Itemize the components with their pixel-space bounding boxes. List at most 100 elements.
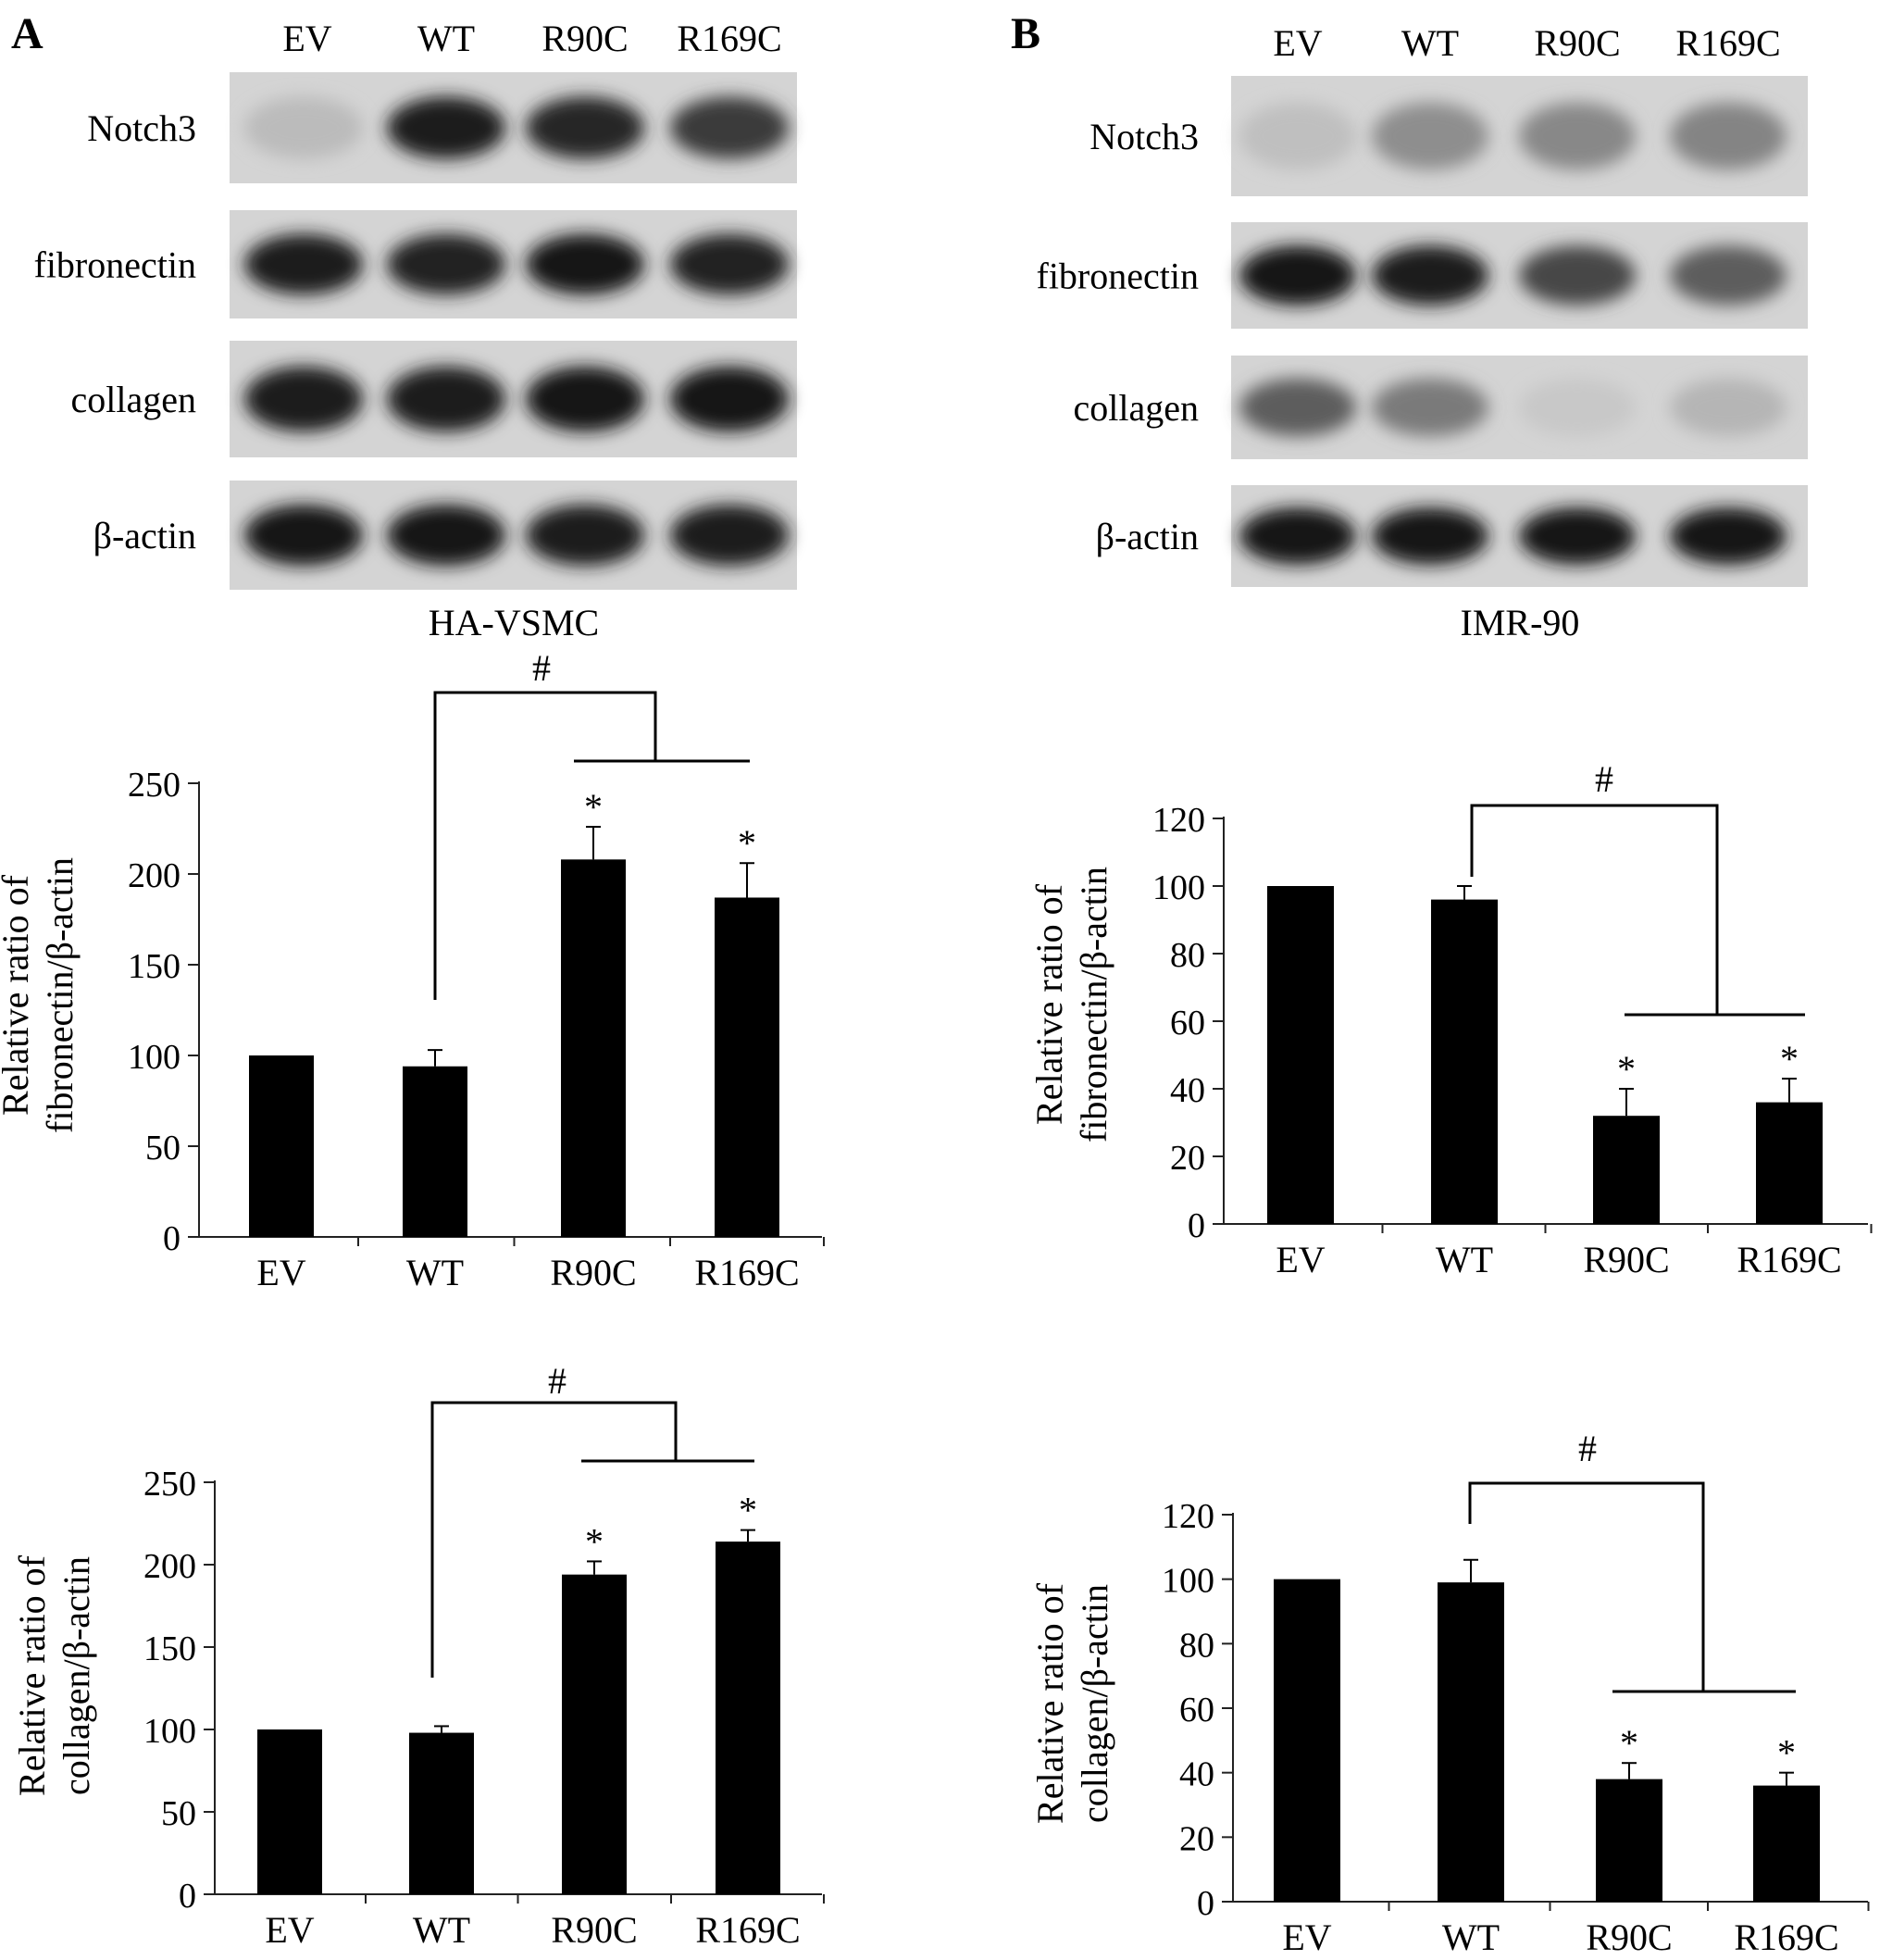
- x-tick-label: WT: [406, 1252, 464, 1293]
- y-tick-label: 80: [1179, 1626, 1214, 1665]
- blot-band: [526, 366, 644, 432]
- panel-a-lane-r90c: R90C: [542, 18, 628, 59]
- y-axis-label: collagen/β-actin: [1074, 1584, 1115, 1823]
- x-tick-label: WT: [413, 1909, 470, 1951]
- significance-star: *: [739, 1490, 757, 1531]
- blot-label: collagen: [1074, 387, 1200, 429]
- panel-b-lane-r169c: R169C: [1675, 22, 1780, 64]
- bar: [1593, 1116, 1660, 1224]
- y-tick-label: 0: [179, 1877, 196, 1916]
- y-tick-label: 60: [1170, 1004, 1205, 1042]
- y-tick-label: 120: [1152, 801, 1205, 840]
- y-axis-label: fibronectin/β-actin: [39, 857, 81, 1133]
- y-tick-label: 40: [1179, 1755, 1214, 1794]
- blot-band: [1519, 507, 1636, 565]
- y-axis-label: Relative ratio of: [0, 874, 36, 1116]
- x-tick-label: R169C: [695, 1909, 800, 1951]
- x-tick-label: EV: [265, 1909, 314, 1951]
- x-tick-label: EV: [1282, 1916, 1331, 1958]
- comparison-hash: #: [1578, 1428, 1597, 1469]
- panel-b: B EV WT R90C R169C Notch3 fibronectin coll…: [1011, 9, 1808, 643]
- chart-a-collagen: 0 50 100 150 200 250 EV WT * R90C * R169C Relative r…: [11, 1360, 825, 1951]
- panel-a-blots: Notch3 fibronectin collagen β-actin: [34, 72, 797, 590]
- significance-star: *: [1620, 1722, 1638, 1764]
- chart-a-fibronectin: 0 50 100 150 200 250 EV WT * R90C * R169C Relative r…: [0, 647, 825, 1293]
- panel-a-lane-wt: WT: [417, 18, 475, 59]
- panel-b-letter: B: [1011, 9, 1040, 58]
- x-tick-label: WT: [1436, 1239, 1493, 1280]
- panel-b-lane-wt: WT: [1401, 22, 1459, 64]
- bar: [403, 1066, 467, 1237]
- x-tick-label: R169C: [1737, 1239, 1841, 1280]
- significance-star: *: [585, 1520, 604, 1562]
- panel-b-lane-r90c: R90C: [1534, 22, 1620, 64]
- blot-band: [1372, 102, 1488, 170]
- x-tick-label: R169C: [1734, 1916, 1838, 1958]
- blot-band: [670, 504, 789, 567]
- y-tick-label: 0: [1197, 1884, 1214, 1923]
- blot-band: [1372, 245, 1488, 306]
- significance-star: *: [584, 786, 603, 828]
- panel-a-cell-line: HA-VSMC: [429, 602, 599, 643]
- blot-label: collagen: [71, 379, 197, 420]
- x-tick-label: EV: [1276, 1239, 1325, 1280]
- significance-star: *: [1780, 1038, 1799, 1080]
- x-tick-label: R90C: [1583, 1239, 1669, 1280]
- x-tick-label: EV: [256, 1252, 305, 1293]
- blot-band: [526, 504, 644, 567]
- y-tick-label: 150: [143, 1629, 196, 1668]
- blot-label: Notch3: [87, 107, 196, 149]
- y-tick-label: 200: [143, 1547, 196, 1586]
- y-axis-label: fibronectin/β-actin: [1073, 867, 1114, 1142]
- y-tick-label: 0: [1188, 1206, 1205, 1245]
- blot-band: [244, 96, 363, 159]
- blot-band: [387, 233, 505, 295]
- blot-band: [387, 96, 505, 159]
- blot-band: [1670, 245, 1787, 306]
- comparison-hash: #: [532, 647, 551, 689]
- y-axis-label: Relative ratio of: [11, 1554, 53, 1796]
- comparison-hash: #: [548, 1360, 566, 1402]
- panel-b-blots: Notch3 fibronectin collagen β-actin: [1037, 76, 1808, 587]
- y-tick-label: 80: [1170, 936, 1205, 975]
- bar: [716, 1542, 780, 1894]
- bar: [257, 1729, 322, 1894]
- bar: [1274, 1579, 1340, 1902]
- x-tick-label: R169C: [694, 1252, 799, 1293]
- chart-b-collagen: 0 20 40 60 80 100 120 EV WT * R90C * R169C Relative r…: [1029, 1428, 1870, 1958]
- bar: [1431, 899, 1498, 1224]
- panel-b-cell-line: IMR-90: [1461, 602, 1580, 643]
- blot-band: [244, 504, 363, 567]
- blot-band: [244, 366, 363, 432]
- bar: [562, 1574, 627, 1894]
- y-tick-label: 150: [128, 947, 181, 986]
- y-axis-label: collagen/β-actin: [56, 1556, 97, 1795]
- blot-band: [670, 366, 789, 432]
- bar: [1753, 1785, 1820, 1902]
- panel-a-letter: A: [11, 9, 44, 58]
- y-tick-label: 200: [128, 856, 181, 895]
- blot-band: [1519, 245, 1636, 306]
- comparison-hash: #: [1595, 758, 1613, 800]
- y-tick-label: 60: [1179, 1691, 1214, 1729]
- y-tick-label: 250: [128, 766, 181, 805]
- blot-band: [1239, 245, 1356, 306]
- bar: [1596, 1779, 1662, 1902]
- y-axis-label: Relative ratio of: [1029, 1582, 1071, 1824]
- blot-label: fibronectin: [1037, 256, 1200, 297]
- blot-band: [1670, 378, 1787, 437]
- x-tick-label: R90C: [551, 1909, 637, 1951]
- comparison-bracket: [1468, 1481, 1705, 1692]
- x-tick-label: R90C: [1586, 1916, 1672, 1958]
- blot-band: [670, 96, 789, 159]
- comparison-bracket: [430, 1401, 678, 1678]
- blot-label: fibronectin: [34, 244, 197, 286]
- blot-label: β-actin: [1096, 516, 1199, 557]
- bar: [1756, 1102, 1823, 1224]
- y-tick-label: 120: [1162, 1497, 1214, 1536]
- blot-label: β-actin: [93, 515, 196, 556]
- blot-band: [244, 233, 363, 295]
- blot-band: [1239, 378, 1356, 437]
- y-tick-label: 100: [143, 1712, 196, 1751]
